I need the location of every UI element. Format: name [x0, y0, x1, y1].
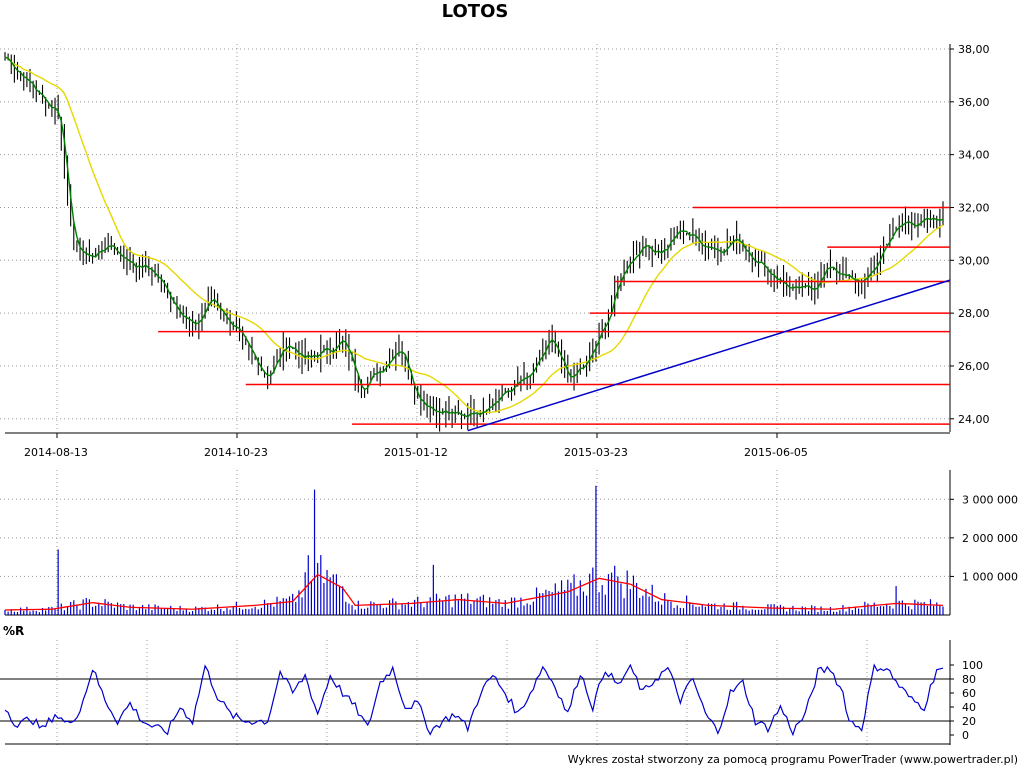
wr-tick-label: 60	[962, 687, 976, 700]
y-tick-label: 34,00	[958, 149, 990, 162]
price-panel: 38,00 36,00 34,00 32,00 30,00 28,00 26,00 24,00…	[0, 43, 990, 459]
trend-line	[467, 279, 951, 432]
volume-tick-label: 2 000 000	[962, 532, 1018, 545]
x-tick-label: 2014-08-13	[24, 446, 88, 459]
y-tick-label: 26,00	[958, 360, 990, 373]
williams-r-label: %R	[3, 624, 25, 638]
y-tick-label: 38,00	[958, 43, 990, 56]
williams-r-line	[4, 663, 944, 737]
wr-tick-label: 80	[962, 673, 976, 686]
volume-tick-label: 1 000 000	[962, 570, 1018, 583]
volume-tick-label: 3 000 000	[962, 493, 1018, 506]
footer-credit: Wykres został stworzony za pomocą progra…	[567, 753, 1018, 766]
wr-tick-label: 20	[962, 715, 976, 728]
x-tick-label: 2015-06-05	[744, 446, 808, 459]
x-tick-label: 2015-03-23	[564, 446, 628, 459]
y-tick-label: 36,00	[958, 96, 990, 109]
y-tick-label: 24,00	[958, 413, 990, 426]
x-tick-label: 2015-01-12	[384, 446, 448, 459]
chart-title: LOTOS	[441, 1, 509, 22]
y-tick-label: 30,00	[958, 254, 990, 267]
ma-short-line	[4, 56, 944, 418]
volume-panel: 3 000 000 2 000 000 1 000 000	[0, 470, 1018, 616]
y-tick-label: 32,00	[958, 201, 990, 214]
y-tick-label: 28,00	[958, 307, 990, 320]
volume-ma-line	[4, 573, 944, 611]
x-tick-label: 2014-10-23	[204, 446, 268, 459]
wr-tick-label: 100	[962, 659, 983, 672]
ma-long-line	[4, 56, 944, 414]
wr-tick-label: 40	[962, 701, 976, 714]
wr-tick-label: 0	[962, 729, 969, 742]
